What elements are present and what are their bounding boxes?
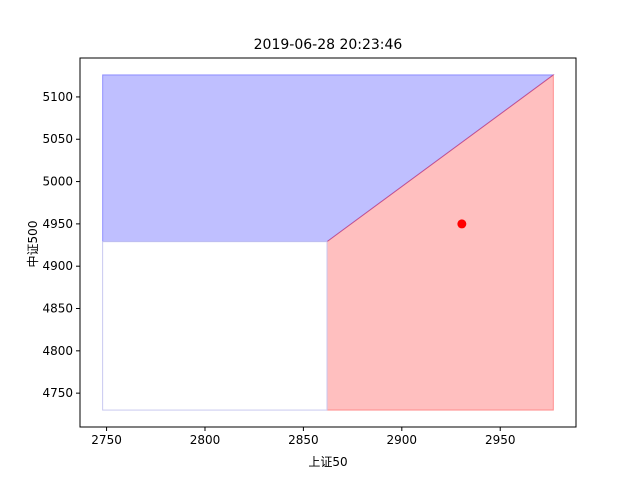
y-axis-ticks: 4750 4800 4850 4900 4950 5000 5050 5100 bbox=[42, 90, 80, 400]
x-axis-ticks: 2750 2800 2850 2900 2950 bbox=[91, 427, 515, 447]
x-tick-label: 2800 bbox=[190, 433, 221, 447]
y-tick-label: 4850 bbox=[42, 302, 73, 316]
y-tick-label: 5100 bbox=[42, 90, 73, 104]
y-tick-label: 4750 bbox=[42, 386, 73, 400]
x-tick-label: 2950 bbox=[485, 433, 516, 447]
data-point-0 bbox=[457, 219, 467, 229]
x-axis-label: 上证50 bbox=[308, 455, 347, 469]
axes-frame bbox=[79, 57, 577, 428]
y-tick-label: 5000 bbox=[42, 175, 73, 189]
y-tick-label: 4800 bbox=[42, 344, 73, 358]
y-tick-label: 5050 bbox=[42, 132, 73, 146]
x-tick-label: 2750 bbox=[91, 433, 122, 447]
y-tick-label: 4900 bbox=[42, 259, 73, 273]
chart-points bbox=[457, 219, 467, 229]
x-tick-label: 2900 bbox=[387, 433, 418, 447]
y-axis-label: 中证500 bbox=[25, 221, 40, 268]
chart-title: 2019-06-28 20:23:46 bbox=[254, 37, 403, 53]
chart-regions bbox=[102, 73, 555, 411]
y-tick-label: 4950 bbox=[42, 217, 73, 231]
white-box-region bbox=[102, 241, 328, 411]
x-tick-label: 2850 bbox=[288, 433, 319, 447]
